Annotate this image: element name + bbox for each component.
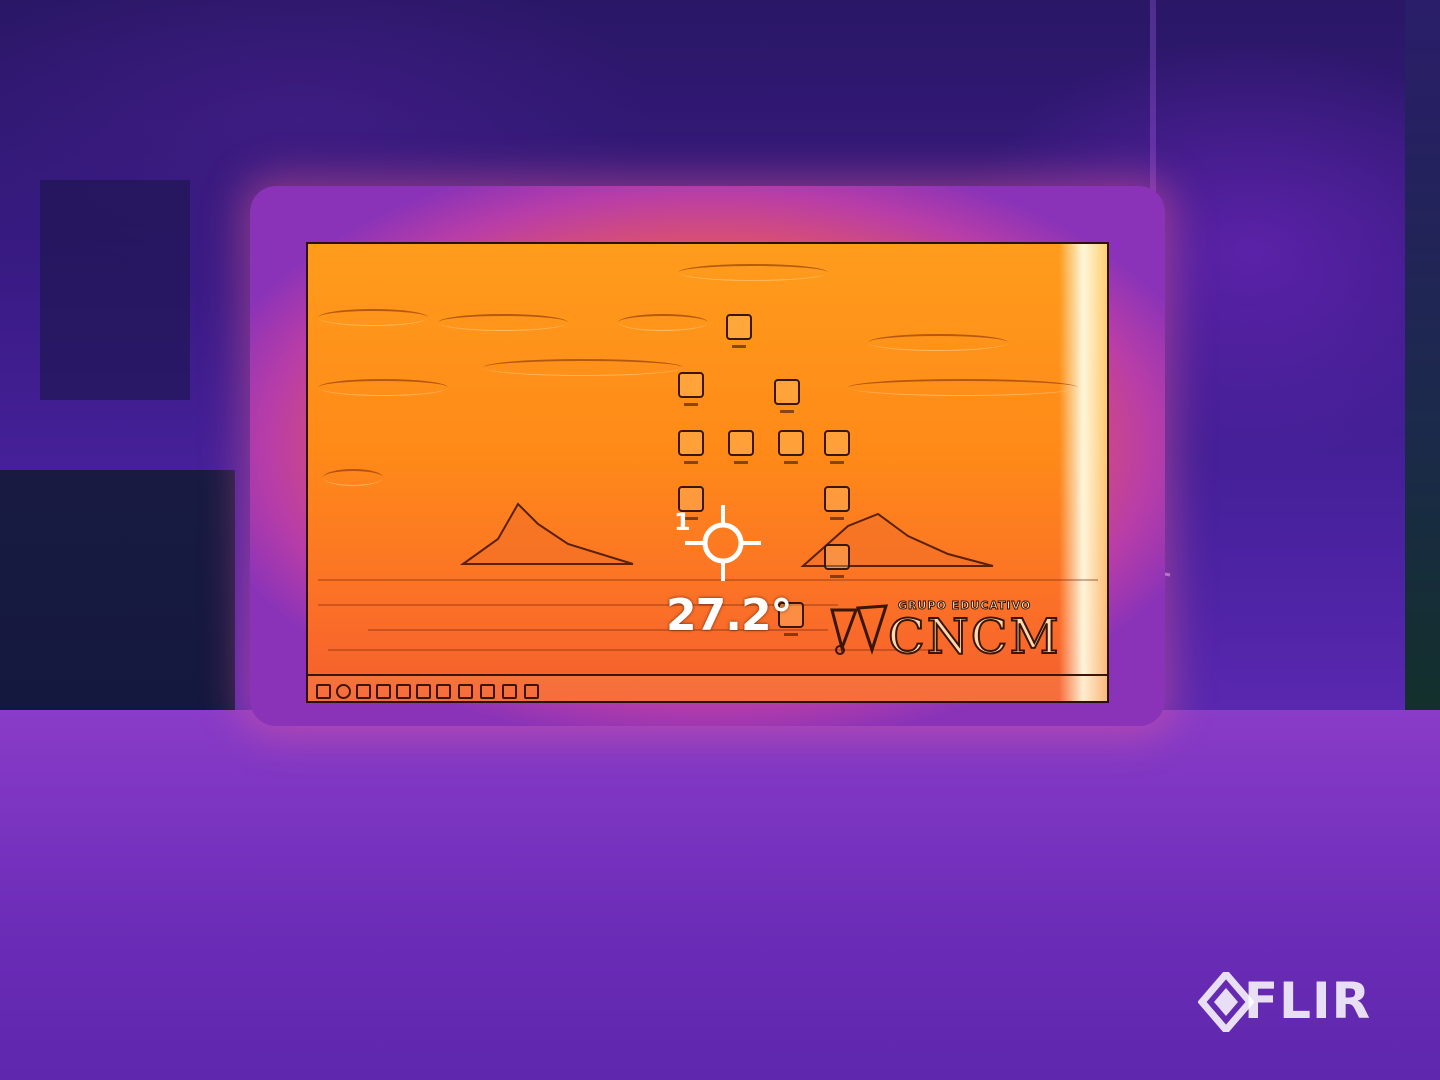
sea-line [328, 649, 928, 651]
spot-index-label: 1 [674, 508, 691, 536]
desktop-icon[interactable] [678, 430, 704, 464]
logo-name: CNCM [887, 608, 1061, 666]
start-icon[interactable] [316, 684, 331, 699]
cloud [848, 379, 1078, 396]
desk-surface [0, 710, 1440, 1080]
taskbar-app-icon[interactable] [376, 684, 391, 699]
sea-line [368, 629, 828, 631]
desktop-icon[interactable] [678, 486, 704, 520]
cloud [868, 334, 1008, 351]
spot-crosshair-icon [685, 505, 761, 581]
background-object-cold [0, 470, 235, 720]
island-left [459, 502, 634, 565]
sea-line [318, 579, 1098, 581]
taskbar-app-icon[interactable] [436, 684, 451, 699]
screen-logo: GRUPO EDUCATIVO CNCM [828, 599, 1061, 669]
cloud [323, 469, 383, 486]
background-object [40, 180, 190, 400]
desktop-icon[interactable] [678, 372, 704, 406]
cncm-logo-mark [830, 604, 889, 655]
flir-watermark: FLIR [1196, 968, 1406, 1038]
cloud [678, 264, 828, 281]
desktop-icon[interactable] [726, 314, 752, 348]
logo-subtitle: GRUPO EDUCATIVO [897, 599, 1032, 613]
desktop-icon[interactable] [728, 430, 754, 464]
taskbar-app-icon[interactable] [502, 684, 517, 699]
desktop-icon[interactable] [778, 602, 804, 636]
desktop-icon[interactable] [824, 430, 850, 464]
right-edge-object [1405, 0, 1440, 720]
taskbar-app-icon[interactable] [416, 684, 431, 699]
monitor-screen: GRUPO EDUCATIVO CNCM [306, 242, 1109, 703]
taskbar [308, 674, 1107, 701]
cloud [318, 379, 448, 396]
taskbar-app-icon[interactable] [480, 684, 495, 699]
flir-brand-name: FLIR [1244, 972, 1372, 1030]
cloud [483, 359, 683, 376]
desktop-icon[interactable] [824, 544, 850, 578]
cloud [618, 314, 708, 331]
cloud [438, 314, 568, 331]
desktop-icon[interactable] [778, 430, 804, 464]
taskbar-app-icon[interactable] [524, 684, 539, 699]
search-icon[interactable] [336, 684, 351, 699]
island-right [800, 512, 994, 567]
cloud [318, 309, 428, 326]
flir-diamond-logo [1198, 972, 1254, 1032]
taskbar-app-icon[interactable] [396, 684, 411, 699]
taskbar-app-icon[interactable] [458, 684, 473, 699]
desktop-icon[interactable] [774, 379, 800, 413]
desktop-icon[interactable] [824, 486, 850, 520]
spot-temperature: 27.2° [666, 590, 793, 641]
sea-line [318, 604, 838, 606]
taskbar-app-icon[interactable] [356, 684, 371, 699]
